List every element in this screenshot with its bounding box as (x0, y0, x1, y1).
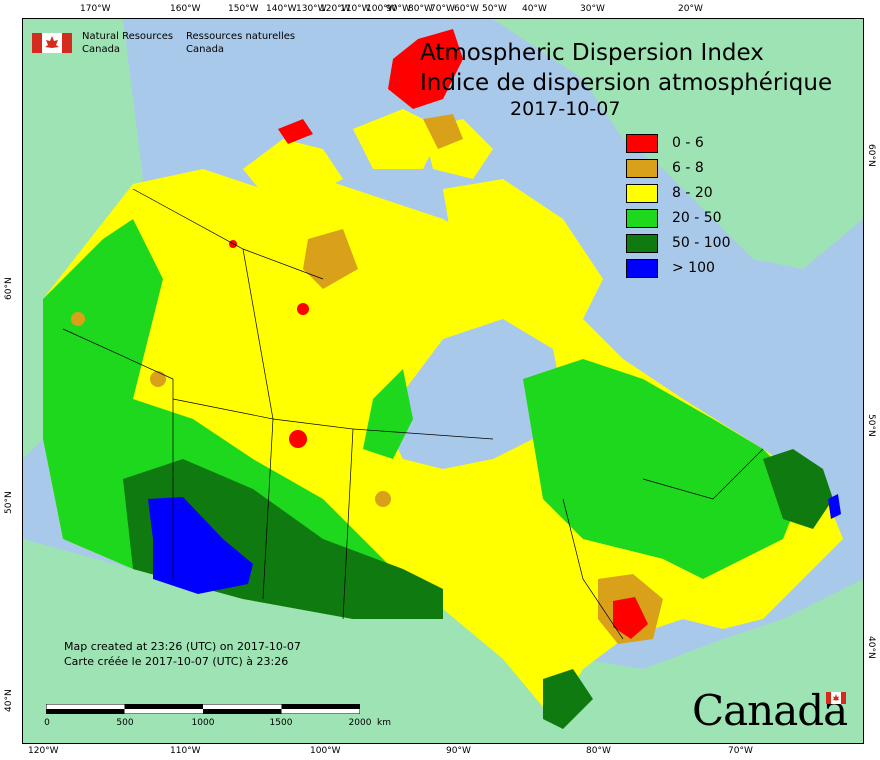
tick-top: 100°W (366, 4, 397, 14)
region-blue-prairies (148, 497, 253, 594)
tick-bottom: 120°W (28, 746, 59, 756)
agency-name-en: Natural Resources Canada (82, 31, 174, 55)
legend-label: 8 - 20 (672, 185, 713, 201)
credit-fr: Carte créée le 2017-10-07 (UTC) à 23:26 (64, 655, 289, 668)
tick-top: 90°W (386, 4, 411, 14)
tick-right: 60°N (866, 144, 876, 167)
tick-top: 110°W (340, 4, 371, 14)
scale-label: 2000 (348, 718, 372, 728)
tick-top: 150°W (228, 4, 259, 14)
arctic-island (243, 139, 343, 199)
tick-top: 50°W (482, 4, 507, 14)
region-dark-green-ontario (543, 669, 593, 729)
tick-top: 130°W (296, 4, 327, 14)
hotspot (71, 312, 85, 326)
usa-land (23, 539, 863, 743)
arctic-red-small (278, 119, 313, 144)
region-blue-newfoundland (828, 494, 841, 519)
legend-label: 0 - 6 (672, 135, 704, 151)
tick-top: 140°W (266, 4, 297, 14)
region-green-hudson (363, 369, 413, 459)
tick-top: 120°W (320, 4, 351, 14)
tick-top: 170°W (80, 4, 111, 14)
tick-right: 50°N (866, 414, 876, 437)
legend-swatch (626, 209, 658, 228)
tick-left: 50°N (4, 491, 14, 514)
credit-en: Map created at 23:26 (UTC) on 2017-10-07 (64, 640, 301, 653)
legend-swatch (626, 184, 658, 203)
map-credit: Map created at 23:26 (UTC) on 2017-10-07… (64, 639, 301, 669)
scale-label: 0 (44, 718, 50, 728)
tick-top: 70°W (430, 4, 455, 14)
tick-top: 40°W (522, 4, 547, 14)
hotspot-quebec-red (613, 597, 648, 639)
scale-unit: km (377, 718, 391, 728)
map-svg (23, 19, 863, 743)
tick-bottom: 100°W (310, 746, 341, 756)
legend-swatch (626, 159, 658, 178)
legend-label: > 100 (672, 260, 715, 276)
arctic-orange (423, 114, 463, 149)
scale-bar (46, 704, 360, 714)
hotspot (229, 240, 237, 248)
greenland-land (493, 19, 863, 269)
hotspot (289, 430, 307, 448)
tick-top: 30°W (580, 4, 605, 14)
border (642, 448, 764, 500)
tick-left: 40°N (4, 689, 14, 712)
hudson-bay (383, 319, 563, 469)
hotspot (375, 491, 391, 507)
map-canvas (22, 18, 864, 744)
title-en: Atmospheric Dispersion Index (420, 40, 764, 66)
title-fr: Indice de dispersion atmosphérique (420, 70, 833, 96)
legend-label: 6 - 8 (672, 160, 704, 176)
tick-top: 80°W (408, 4, 433, 14)
border (562, 498, 624, 640)
scale-label: 1500 (269, 718, 293, 728)
legend-swatch (626, 234, 658, 253)
tick-top: 20°W (678, 4, 703, 14)
tick-left: 60°N (4, 277, 14, 300)
tick-right: 40°N (866, 636, 876, 659)
legend-swatch (626, 134, 658, 153)
map-date: 2017-10-07 (510, 98, 621, 120)
arctic-orange-central (303, 229, 358, 289)
tick-top: 160°W (170, 4, 201, 14)
legend-label: 50 - 100 (672, 235, 731, 251)
agency-name-fr: Ressources naturelles Canada (186, 31, 296, 55)
region-dark-green-newfoundland (763, 449, 833, 529)
legend-label: 20 - 50 (672, 210, 722, 226)
border (132, 188, 324, 280)
canada-wordmark: Canada (692, 686, 848, 735)
tick-bottom: 80°W (586, 746, 611, 756)
tick-bottom: 70°W (728, 746, 753, 756)
wordmark-flag-icon (826, 692, 846, 704)
border (352, 428, 494, 440)
tick-top: 60°W (454, 4, 479, 14)
tick-bottom: 90°W (446, 746, 471, 756)
scale-label: 500 (116, 718, 134, 728)
border (62, 328, 174, 579)
map-title: Atmospheric Dispersion Index Indice de d… (420, 38, 832, 98)
hotspot (297, 303, 309, 315)
baffin-island (443, 179, 603, 339)
canada-flag-icon (32, 33, 72, 53)
legend-swatch (626, 259, 658, 278)
region-green-east (523, 359, 803, 579)
scale-label: 1000 (191, 718, 215, 728)
hotspot (150, 371, 166, 387)
ellesmere-red (388, 29, 463, 109)
tick-bottom: 110°W (170, 746, 201, 756)
border (242, 248, 274, 420)
arctic-island (353, 109, 443, 169)
